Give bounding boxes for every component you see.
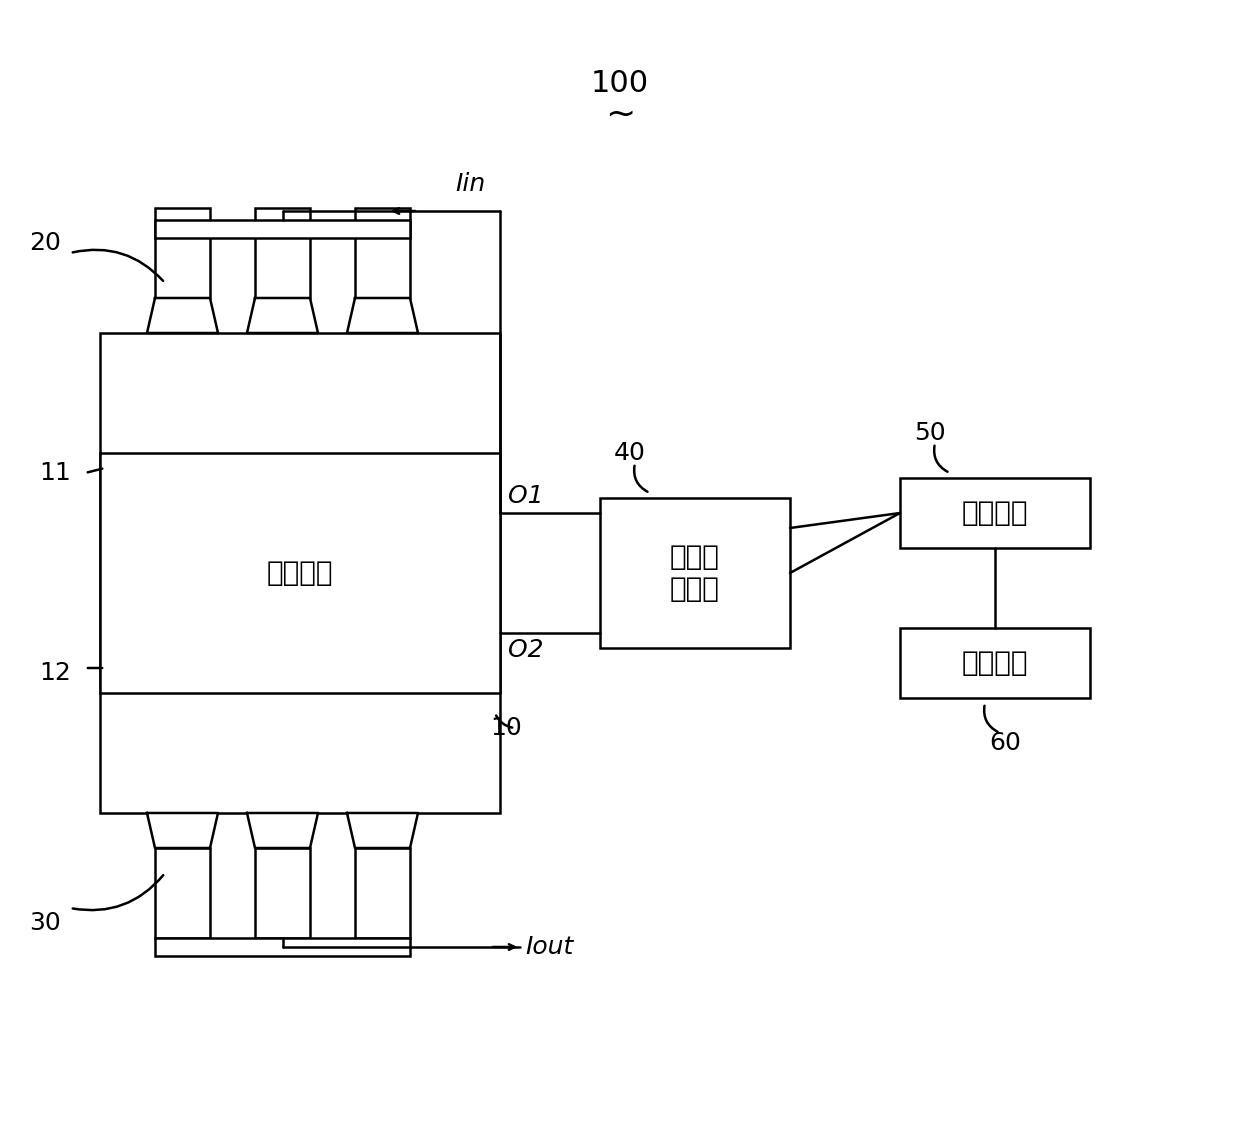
FancyBboxPatch shape [600,499,790,648]
FancyBboxPatch shape [155,847,209,938]
Text: 20: 20 [28,231,61,255]
Text: 12: 12 [40,661,71,685]
FancyBboxPatch shape [356,208,410,298]
FancyBboxPatch shape [155,220,410,238]
Text: 单体电池: 单体电池 [266,559,333,587]
Text: 60: 60 [989,731,1021,755]
Text: O1: O1 [508,484,544,508]
FancyBboxPatch shape [155,938,410,956]
FancyBboxPatch shape [100,333,501,813]
Text: Iin: Iin [455,172,486,196]
FancyBboxPatch shape [255,847,310,938]
Text: 10: 10 [489,716,522,740]
Text: O2: O2 [508,638,544,662]
FancyBboxPatch shape [155,208,209,298]
Text: 11: 11 [40,461,71,485]
Polygon shape [147,813,218,847]
Text: Iout: Iout [525,935,574,959]
FancyBboxPatch shape [900,628,1090,698]
FancyBboxPatch shape [356,847,410,938]
Text: 控制电路: 控制电路 [961,499,1028,527]
Text: ~: ~ [605,97,636,133]
FancyBboxPatch shape [100,453,501,693]
Polygon shape [347,813,418,847]
FancyBboxPatch shape [900,478,1090,548]
Polygon shape [347,298,418,333]
Text: 30: 30 [30,911,61,935]
Polygon shape [247,298,318,333]
Text: 报警电路: 报警电路 [961,649,1028,678]
Text: 40: 40 [615,441,646,465]
FancyBboxPatch shape [255,208,310,298]
Polygon shape [247,813,318,847]
Text: 100: 100 [591,68,649,97]
Text: 50: 50 [914,421,945,445]
Polygon shape [147,298,218,333]
Text: 采样放
大电路: 采样放 大电路 [670,543,720,603]
